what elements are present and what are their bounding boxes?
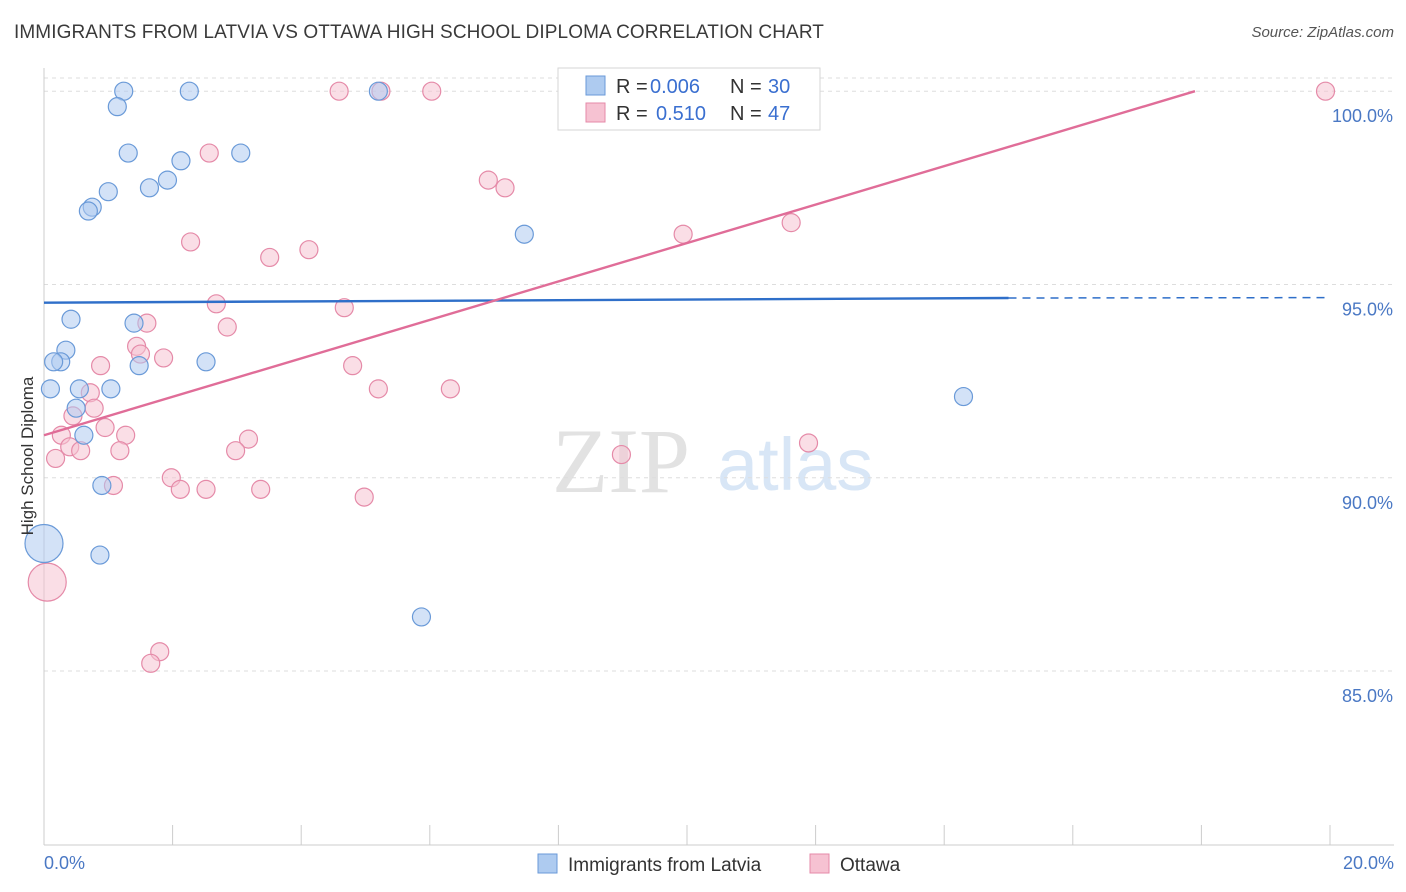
latvia-point-27 [24, 523, 64, 564]
legend-n-label-2: N = [730, 103, 762, 125]
y-tick-labels: 85.0% 90.0% 95.0% 100.0% [1332, 106, 1393, 706]
ottawa-point-9 [673, 224, 693, 244]
latvia-point-23 [66, 398, 86, 418]
legend-swatch-pink [585, 102, 606, 123]
legend-swatch-blue [585, 75, 606, 96]
bottom-legend-swatch-blue [537, 853, 558, 874]
ottawa-trend-line [43, 90, 1196, 437]
latvia-point-18 [129, 356, 149, 376]
chart-title: IMMIGRANTS FROM LATVIA VS OTTAWA HIGH SC… [14, 22, 825, 43]
bottom-legend-ottawa: Ottawa [840, 855, 901, 876]
ottawa-point-13 [206, 294, 226, 314]
ottawa-point-11 [260, 247, 280, 268]
latvia-point-7 [139, 178, 160, 198]
legend-n-value-1: 30 [768, 76, 790, 98]
ottawa-point-2 [422, 81, 442, 101]
ottawa-point-37 [45, 448, 66, 469]
ottawa-point-7 [495, 178, 515, 198]
ottawa-point-32 [71, 441, 91, 461]
y-tick-label-90: 90.0% [1342, 493, 1393, 513]
x-tick-label-20: 20.0% [1343, 853, 1394, 873]
legend-r-label-2: R = [616, 103, 648, 125]
axes [43, 68, 1394, 846]
latvia-point-26 [90, 545, 110, 565]
ottawa-point-14 [334, 298, 354, 318]
latvia-point-25 [92, 475, 112, 496]
latvia-point-1 [179, 81, 199, 101]
legend-r-label-1: R = [616, 76, 648, 98]
ottawa-point-20 [90, 356, 111, 376]
ottawa-point-46 [141, 653, 161, 673]
ottawa-point-5 [199, 143, 219, 163]
latvia-point-6 [231, 143, 251, 163]
latvia-point-21 [101, 379, 121, 399]
ottawa-point-12 [299, 240, 319, 260]
ottawa-point-8 [781, 213, 801, 233]
ottawa-point-23 [440, 379, 460, 399]
ottawa-point-27 [95, 417, 115, 438]
ottawa-point-16 [217, 317, 237, 337]
legend-r-value-2: 0.510 [656, 103, 706, 125]
ottawa-point-19 [153, 348, 174, 368]
legend-n-label-1: N = [730, 76, 762, 98]
ottawa-points [27, 81, 1336, 673]
latvia-point-13 [61, 309, 81, 329]
ottawa-point-43 [354, 487, 374, 507]
ottawa-point-34 [226, 441, 246, 461]
y-axis-label: High School Diploma [18, 376, 37, 535]
ottawa-point-30 [238, 429, 259, 449]
ottawa-point-22 [368, 379, 388, 399]
latvia-points [24, 81, 974, 627]
latvia-point-28 [411, 607, 432, 627]
latvia-point-29 [953, 386, 974, 407]
correlation-legend: R = 0.006 N = 30 R = 0.510 N = 47 [557, 67, 821, 131]
bottom-legend-latvia: Immigrants from Latvia [568, 855, 762, 876]
ottawa-point-33 [110, 441, 130, 461]
ottawa-point-41 [196, 479, 216, 499]
ottawa-point-44 [27, 562, 67, 602]
ottawa-point-6 [478, 170, 498, 190]
bottom-legend-swatch-pink [809, 853, 830, 874]
legend-n-value-2: 47 [768, 103, 790, 125]
latvia-point-17 [44, 352, 64, 372]
x-tick-label-0: 0.0% [44, 853, 85, 873]
trend-lines [43, 90, 1331, 437]
series-legend: Immigrants from Latvia Ottawa [537, 853, 901, 876]
latvia-point-8 [157, 170, 178, 190]
latvia-point-24 [74, 425, 94, 445]
legend-r-value-1: 0.006 [650, 76, 700, 98]
latvia-point-3 [107, 97, 127, 117]
ottawa-point-0 [329, 81, 349, 101]
y-tick-label-95: 95.0% [1342, 299, 1393, 319]
ottawa-point-10 [181, 232, 201, 252]
latvia-trend-line [43, 296, 1009, 304]
latvia-point-4 [118, 143, 138, 163]
latvia-point-22 [69, 379, 89, 399]
y-tick-label-85: 85.0% [1342, 686, 1393, 706]
ottawa-point-25 [84, 398, 104, 418]
ottawa-point-35 [611, 444, 632, 465]
ottawa-point-42 [251, 479, 271, 499]
ottawa-point-4 [1315, 81, 1336, 101]
ottawa-point-40 [170, 479, 190, 499]
latvia-point-5 [171, 151, 191, 171]
latvia-point-19 [196, 352, 216, 372]
latvia-point-14 [124, 313, 144, 333]
ottawa-point-36 [798, 433, 819, 453]
ottawa-point-21 [343, 356, 363, 376]
latvia-point-2 [368, 81, 388, 101]
latvia-point-20 [40, 379, 61, 399]
latvia-point-12 [514, 224, 534, 244]
latvia-point-9 [98, 182, 118, 202]
source-credit: Source: ZipAtlas.com [1251, 24, 1394, 41]
y-tick-label-100: 100.0% [1332, 106, 1393, 126]
latvia-point-11 [78, 201, 98, 221]
watermark-atlas: atlas [717, 423, 873, 506]
